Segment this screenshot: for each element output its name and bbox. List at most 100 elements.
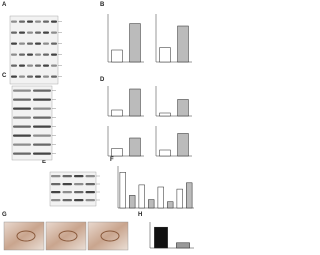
bar <box>111 49 123 63</box>
bar <box>129 23 141 63</box>
blot-band <box>13 107 31 110</box>
bar <box>111 109 123 117</box>
panel-label: G <box>2 212 7 218</box>
blot-band <box>35 75 41 78</box>
blot-band <box>27 42 33 45</box>
blot-band <box>19 20 25 23</box>
blot-band <box>19 53 25 56</box>
blot-band <box>13 98 31 101</box>
blot-band <box>33 125 51 128</box>
blot-band <box>27 64 33 67</box>
blot-band <box>33 89 51 92</box>
blot-band <box>51 199 61 202</box>
bar <box>138 184 145 209</box>
blot-band <box>11 42 17 45</box>
bar <box>119 172 126 209</box>
blot-band <box>35 31 41 34</box>
blot-band <box>33 116 51 119</box>
blot-band <box>43 64 49 67</box>
blot-band <box>35 64 41 67</box>
blot-band <box>74 199 84 202</box>
blot-band <box>27 20 33 23</box>
blot-band <box>43 53 49 56</box>
panel-label: B <box>100 2 105 8</box>
blot-band <box>33 152 51 155</box>
blot-band <box>51 191 61 194</box>
bar <box>129 195 136 209</box>
blot-band <box>19 42 25 45</box>
blot-band <box>33 143 51 146</box>
blot-band <box>11 20 17 23</box>
blot-band <box>13 143 31 146</box>
bar <box>129 137 141 157</box>
blot-band <box>85 199 95 202</box>
blot-band <box>74 191 84 194</box>
blot-band <box>51 75 57 78</box>
blot-band <box>62 199 72 202</box>
panel-label: A <box>2 2 7 8</box>
panel-label: D <box>100 77 105 83</box>
blot-band <box>35 53 41 56</box>
blot-band <box>11 53 17 56</box>
blot-band <box>13 89 31 92</box>
blot-band <box>43 20 49 23</box>
blot-band <box>13 152 31 155</box>
blot-band <box>19 31 25 34</box>
blot-band <box>11 31 17 34</box>
blot-band <box>11 75 17 78</box>
blot-band <box>19 75 25 78</box>
blot-band <box>27 75 33 78</box>
panel-label: E <box>42 159 46 165</box>
blot-band <box>51 42 57 45</box>
bar <box>176 242 190 249</box>
panel-label: F <box>110 157 114 163</box>
blot-band <box>62 183 72 186</box>
blot-band <box>43 31 49 34</box>
blot-band <box>33 98 51 101</box>
blot-band <box>51 31 57 34</box>
bar <box>148 199 155 209</box>
bar <box>129 88 141 117</box>
blot-band <box>27 53 33 56</box>
blot-band <box>51 183 61 186</box>
blot-band <box>85 175 95 178</box>
bar <box>186 182 193 209</box>
bar <box>159 112 171 117</box>
blot-band <box>62 175 72 178</box>
blot-band <box>51 64 57 67</box>
blot-band <box>74 183 84 186</box>
figure: A B C D E F G H <box>2 2 194 251</box>
bar <box>111 148 123 157</box>
blot-band <box>51 175 61 178</box>
blot-band <box>43 75 49 78</box>
blot-band <box>13 134 31 137</box>
blot-band <box>62 191 72 194</box>
bar <box>176 188 183 209</box>
tissue-structure <box>100 230 120 242</box>
bar <box>157 186 164 209</box>
blot-band <box>51 53 57 56</box>
panel-label: H <box>138 212 142 218</box>
blot-frame <box>9 15 59 85</box>
blot-band <box>19 64 25 67</box>
bar <box>177 25 189 63</box>
blot-band <box>33 107 51 110</box>
bar <box>177 99 189 117</box>
micrograph <box>45 221 87 251</box>
blot-band <box>11 64 17 67</box>
blot-band <box>13 125 31 128</box>
blot-band <box>35 42 41 45</box>
blot-frame <box>11 85 53 161</box>
bar <box>154 226 168 249</box>
blot-band <box>35 20 41 23</box>
blot-band <box>74 175 84 178</box>
bar <box>167 201 174 209</box>
tissue-structure <box>58 230 78 242</box>
panel-label: C <box>2 73 7 79</box>
bar <box>159 47 171 63</box>
blot-band <box>51 20 57 23</box>
micrograph <box>87 221 129 251</box>
blot-band <box>33 134 51 137</box>
bar <box>159 149 171 157</box>
blot-band <box>27 31 33 34</box>
